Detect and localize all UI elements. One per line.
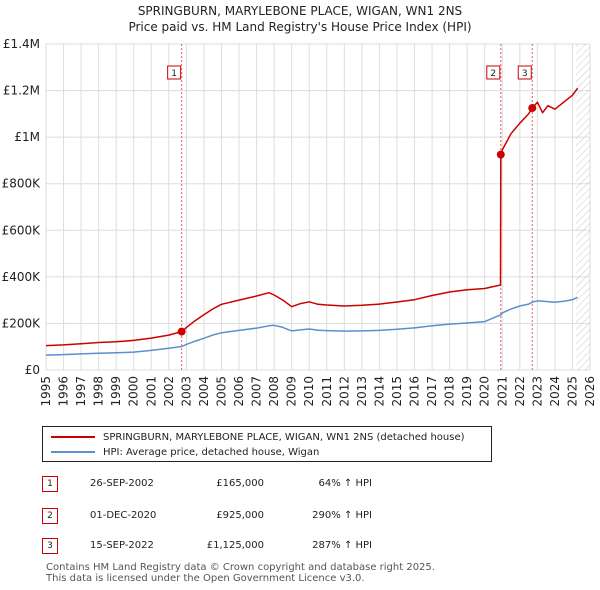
- sale-point: [177, 327, 186, 336]
- x-tick-label: 2025: [565, 376, 579, 407]
- y-tick-label: £800K: [2, 177, 42, 191]
- transaction-row: 1 26-SEP-2002 £165,000 64% ↑ HPI: [42, 473, 442, 493]
- x-tick-label: 2020: [478, 376, 492, 407]
- x-tick-label: 2014: [372, 376, 386, 407]
- sale-marker-label: 2: [490, 69, 496, 79]
- legend-swatch-property: [51, 436, 95, 438]
- x-tick-label: 2013: [355, 376, 369, 407]
- y-tick-label: £200K: [2, 316, 42, 330]
- price-chart: 1 2 3 £0 £200K £400K £600K £800K £1M £1.2M £1.4M 1…: [2, 37, 597, 407]
- x-tick-label: 2015: [390, 376, 404, 407]
- y-tick-label: £0: [25, 363, 40, 377]
- legend-item-hpi: HPI: Average price, detached house, Wiga…: [51, 445, 319, 459]
- transaction-price: £1,125,000: [206, 540, 264, 551]
- footer-licence: This data is licensed under the Open Gov…: [46, 573, 365, 584]
- property-price-line: [45, 87, 579, 347]
- y-tick-label: £600K: [2, 223, 42, 237]
- x-tick-label: 2016: [408, 376, 422, 407]
- x-tick-label: 2004: [197, 376, 211, 407]
- hpi-line: [45, 296, 579, 356]
- x-tick-label: 2026: [583, 376, 597, 407]
- sale-marker-label: 3: [522, 69, 528, 79]
- x-tick-label: 2009: [285, 376, 299, 407]
- x-tick-label: 2001: [144, 376, 158, 407]
- y-tick-label: £1.2M: [3, 84, 40, 98]
- x-tick-label: 2008: [267, 376, 281, 407]
- sale-marker-box: [486, 65, 501, 80]
- chart-subtitle: Price paid vs. HM Land Registry's House …: [128, 20, 472, 34]
- transaction-date: 15-SEP-2022: [90, 540, 154, 551]
- x-tick-label: 1996: [57, 376, 71, 407]
- transaction-number-badge: 2: [42, 508, 58, 524]
- x-tick-label: 2024: [548, 376, 562, 407]
- x-tick-label: 2005: [214, 376, 228, 407]
- transaction-date: 01-DEC-2020: [90, 510, 157, 521]
- transaction-number-badge: 1: [42, 476, 58, 492]
- sale-marker-box: [167, 65, 182, 80]
- future-period-hatch: [575, 44, 590, 370]
- x-tick-label: 2021: [495, 376, 509, 407]
- transaction-hpi-change: 290% ↑ HPI: [312, 510, 372, 521]
- sale-point: [496, 150, 505, 159]
- x-tick-label: 2010: [302, 376, 316, 407]
- transaction-price: £925,000: [216, 510, 264, 521]
- legend-item-property: SPRINGBURN, MARYLEBONE PLACE, WIGAN, WN1…: [51, 430, 465, 444]
- x-tick-label: 2000: [127, 376, 141, 407]
- sale-marker-label: 1: [171, 69, 177, 79]
- x-tick-label: 2007: [250, 376, 264, 407]
- transaction-hpi-change: 64% ↑ HPI: [318, 478, 372, 489]
- x-tick-label: 2022: [513, 376, 527, 407]
- transaction-price: £165,000: [216, 478, 264, 489]
- legend-label-property: SPRINGBURN, MARYLEBONE PLACE, WIGAN, WN1…: [103, 431, 465, 443]
- y-tick-label: £1M: [14, 130, 40, 144]
- y-tick-label: £400K: [2, 270, 42, 284]
- x-tick-label: 2002: [162, 376, 176, 407]
- transaction-hpi-change: 287% ↑ HPI: [312, 540, 372, 551]
- legend: SPRINGBURN, MARYLEBONE PLACE, WIGAN, WN1…: [42, 426, 492, 462]
- x-tick-label: 2023: [530, 376, 544, 407]
- transaction-number-badge: 3: [42, 538, 58, 554]
- sale-marker-box: [517, 65, 532, 80]
- x-tick-label: 1995: [39, 376, 53, 407]
- transaction-row: 2 01-DEC-2020 £925,000 290% ↑ HPI: [42, 505, 442, 525]
- x-tick-label: 2011: [320, 376, 334, 407]
- y-tick-label: £1.4M: [3, 37, 40, 51]
- transaction-row: 3 15-SEP-2022 £1,125,000 287% ↑ HPI: [42, 535, 442, 555]
- x-tick-label: 1998: [92, 376, 106, 407]
- footer-copyright: Contains HM Land Registry data © Crown c…: [46, 562, 435, 573]
- legend-label-hpi: HPI: Average price, detached house, Wiga…: [103, 446, 320, 458]
- x-tick-label: 1997: [74, 376, 88, 407]
- x-tick-label: 2018: [443, 376, 457, 407]
- chart-title: SPRINGBURN, MARYLEBONE PLACE, WIGAN, WN1…: [137, 4, 463, 18]
- x-tick-label: 1999: [109, 376, 123, 407]
- legend-swatch-hpi: [51, 451, 95, 453]
- x-tick-label: 2012: [337, 376, 351, 407]
- x-tick-label: 2006: [232, 376, 246, 407]
- x-tick-label: 2019: [460, 376, 474, 407]
- sale-point: [528, 104, 537, 113]
- transaction-date: 26-SEP-2002: [90, 478, 154, 489]
- x-tick-label: 2017: [425, 376, 439, 407]
- x-tick-label: 2003: [179, 376, 193, 407]
